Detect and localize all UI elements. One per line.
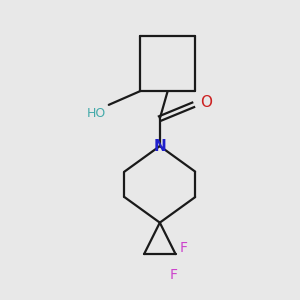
Text: HO: HO (87, 107, 106, 120)
Text: F: F (179, 241, 188, 255)
Text: N: N (153, 139, 166, 154)
Text: F: F (169, 268, 178, 282)
Text: O: O (200, 95, 212, 110)
